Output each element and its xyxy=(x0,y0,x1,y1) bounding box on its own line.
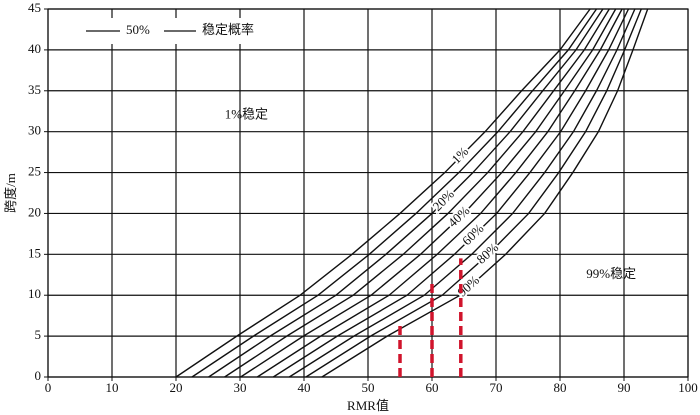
x-tick-label: 80 xyxy=(554,380,567,395)
curve-label: 20% xyxy=(429,186,457,214)
curve xyxy=(240,8,617,378)
y-tick-label: 35 xyxy=(28,82,41,97)
y-tick-label: 0 xyxy=(35,368,42,383)
x-tick-label: 0 xyxy=(45,380,52,395)
curve xyxy=(256,8,623,378)
y-tick-label: 5 xyxy=(35,327,42,342)
curve xyxy=(191,8,598,378)
curve xyxy=(224,8,610,378)
curve xyxy=(288,8,636,378)
legend-label: 稳定概率 xyxy=(202,22,254,37)
x-axis-label: RMR值 xyxy=(347,398,389,413)
x-tick-label: 10 xyxy=(106,380,119,395)
y-tick-label: 10 xyxy=(28,286,41,301)
y-tick-label: 30 xyxy=(28,123,41,138)
annotation: 1%稳定 xyxy=(225,106,268,121)
y-tick-label: 45 xyxy=(28,0,41,15)
curve xyxy=(321,8,649,378)
y-axis-label: 跨度/m xyxy=(3,173,18,213)
x-tick-label: 90 xyxy=(618,380,631,395)
x-tick-label: 40 xyxy=(298,380,311,395)
legend-label: 50% xyxy=(126,22,150,37)
x-tick-label: 100 xyxy=(678,380,698,395)
x-tick-label: 20 xyxy=(170,380,183,395)
curve xyxy=(305,8,642,378)
x-tick-label: 60 xyxy=(426,380,439,395)
x-tick-label: 70 xyxy=(490,380,503,395)
x-tick-label: 50 xyxy=(362,380,375,395)
x-tick-label: 30 xyxy=(234,380,247,395)
y-tick-label: 15 xyxy=(28,245,41,260)
y-tick-label: 20 xyxy=(28,204,41,219)
curve xyxy=(272,8,630,378)
curve xyxy=(208,8,604,378)
curve-label: 40% xyxy=(445,203,473,230)
y-tick-label: 25 xyxy=(28,164,41,179)
curve xyxy=(175,8,591,378)
annotation: 99%稳定 xyxy=(586,266,636,281)
y-tick-label: 40 xyxy=(28,41,41,56)
